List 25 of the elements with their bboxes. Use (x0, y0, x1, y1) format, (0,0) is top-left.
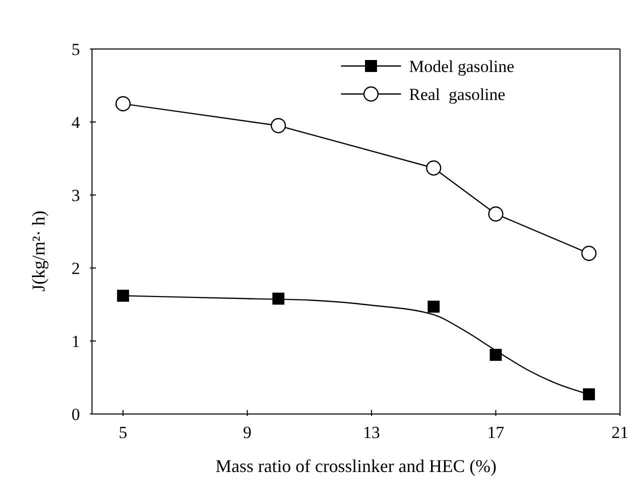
x-tick-label: 21 (612, 423, 628, 442)
point (426, 160, 442, 176)
point (272, 292, 284, 305)
point (115, 96, 131, 112)
x-tick-label: 13 (363, 423, 380, 442)
point (490, 348, 502, 361)
legend-label: Model gasoline (409, 57, 514, 76)
point (582, 388, 595, 400)
y-tick-label: 2 (72, 259, 80, 278)
legend-label: Real gasoline (409, 85, 506, 104)
point (581, 246, 597, 261)
x-axis-title: Mass ratio of crosslinker and HEC (%) (216, 456, 496, 476)
point (270, 118, 286, 134)
point (488, 206, 504, 222)
point (428, 300, 440, 313)
y-tick-label: 1 (72, 332, 80, 351)
x-tick-label: 5 (118, 423, 128, 442)
point (117, 290, 130, 302)
y-axis-title: J(kg/m²· h) (28, 210, 48, 292)
y-tick-label: 4 (72, 113, 80, 132)
y-tick-label: 3 (72, 186, 80, 205)
x-tick-label: 17 (487, 423, 505, 442)
x-tick-label: 9 (243, 423, 252, 442)
y-tick-label: 5 (72, 40, 80, 59)
y-tick-label: 0 (72, 405, 80, 424)
